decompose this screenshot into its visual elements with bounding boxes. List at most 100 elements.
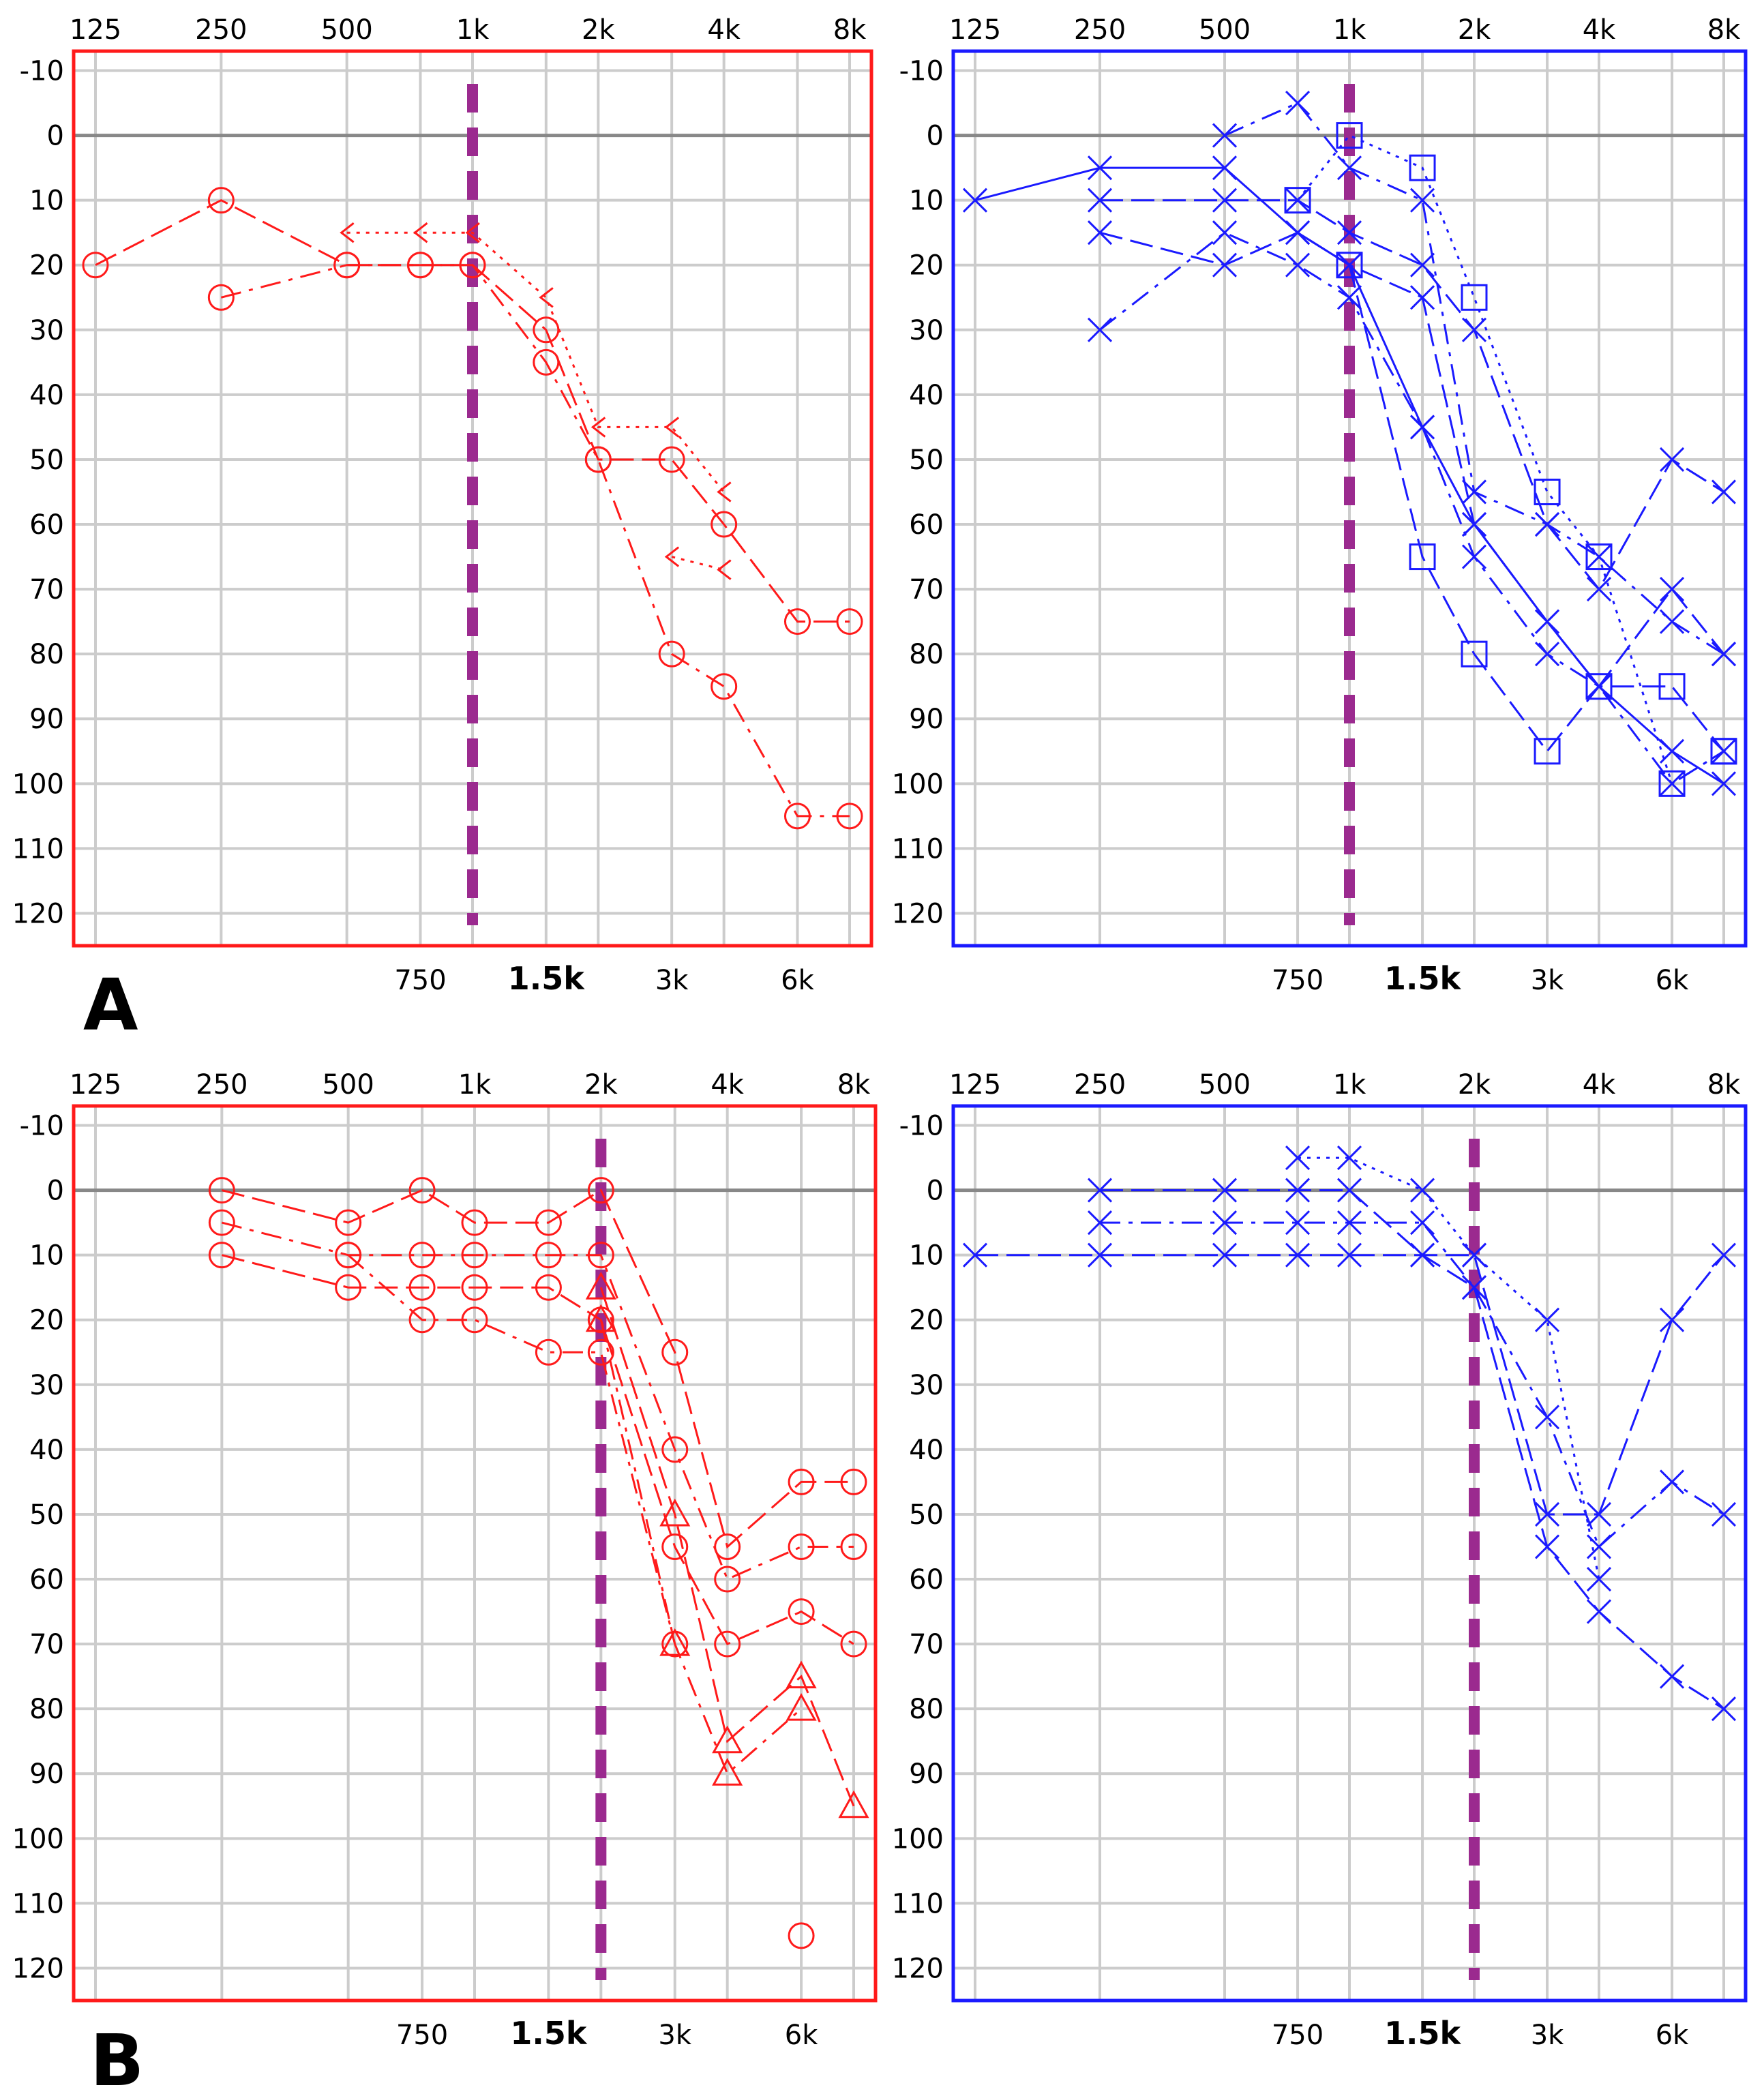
data-point-cross: [962, 188, 988, 213]
data-point-circle: [333, 252, 361, 279]
x-tick-label-top: 500: [322, 1069, 374, 1101]
y-tick-label: 120: [12, 898, 64, 929]
y-tick-label: 50: [909, 1499, 944, 1531]
data-point-circle: [461, 1242, 488, 1269]
data-point-cross: [1336, 155, 1362, 181]
data-point-cross: [1087, 1242, 1113, 1268]
data-point-cross: [1659, 447, 1685, 473]
y-tick-label: 120: [12, 1953, 64, 1984]
data-point-square: [1585, 543, 1613, 571]
data-point-cross: [1212, 188, 1238, 213]
data-point-bracket: [664, 546, 680, 567]
series-line: [1099, 231, 1724, 785]
y-tick-label: 70: [909, 1629, 944, 1660]
data-point-cross: [1711, 479, 1737, 505]
data-point-circle: [535, 1338, 562, 1366]
x-tick-label-bottom: 750: [396, 2020, 448, 2051]
data-point-circle: [535, 1242, 562, 1269]
y-tick-label: -10: [899, 56, 944, 87]
series-line: [599, 1287, 855, 1807]
data-point-circle: [714, 1566, 741, 1593]
data-point-cross: [1285, 1242, 1311, 1268]
data-point-circle: [840, 1468, 867, 1495]
x-tick-label-bottom: 6k: [781, 965, 814, 996]
y-tick-label: -10: [20, 1111, 64, 1142]
data-point-bracket: [539, 287, 554, 308]
data-point-circle: [587, 1242, 614, 1269]
data-point-cross: [1409, 1210, 1435, 1236]
series-line: [671, 556, 725, 571]
data-point-circle: [335, 1242, 362, 1269]
data-point-circle: [783, 608, 811, 635]
series-line: [1100, 1189, 1724, 1710]
data-point-circle: [836, 608, 863, 635]
data-point-cross: [1285, 1178, 1311, 1203]
y-tick-label: -10: [20, 56, 64, 87]
data-point-cross: [1461, 511, 1487, 537]
data-point-bracket: [664, 417, 680, 438]
y-tick-label: 0: [927, 1176, 944, 1207]
data-point-circle: [535, 1209, 562, 1236]
x-tick-label-top: 8k: [833, 14, 867, 46]
y-tick-label: 20: [29, 250, 64, 282]
data-point-circle: [207, 187, 235, 214]
data-point-circle: [82, 252, 109, 279]
y-tick-label: 70: [29, 1629, 64, 1660]
data-point-cross: [1409, 415, 1435, 440]
y-tick-label: 30: [909, 315, 944, 346]
x-tick-label-bottom: 750: [1272, 2020, 1324, 2051]
data-point-triangle: [659, 1628, 691, 1656]
x-tick-label-bottom: 6k: [1656, 965, 1689, 996]
y-tick-label: 60: [29, 1564, 64, 1596]
x-tick-label-bottom: 1.5k: [1384, 2015, 1461, 2052]
plot-frame: [951, 49, 1748, 948]
x-tick-label-bottom: 750: [394, 965, 446, 996]
data-point-cross: [1659, 738, 1685, 764]
data-point-bracket: [591, 417, 606, 438]
x-tick-label-top: 8k: [1707, 1069, 1741, 1101]
series-7: [1284, 122, 1737, 797]
data-point-circle: [335, 1274, 362, 1301]
data-point-square: [1284, 187, 1311, 214]
y-tick-label: 120: [892, 898, 944, 929]
series-7: [788, 1922, 815, 1949]
series-line: [221, 1188, 854, 1549]
x-tick-label-top: 4k: [711, 1069, 744, 1101]
data-point-cross: [1659, 1664, 1685, 1689]
data-point-circle: [658, 640, 685, 668]
data-point-triangle: [712, 1758, 743, 1786]
data-point-cross: [1285, 1145, 1311, 1171]
y-tick-label: 100: [12, 768, 64, 800]
y-tick-label: 40: [909, 380, 944, 411]
data-point-circle: [408, 1177, 436, 1204]
y-tick-label: 110: [892, 833, 944, 865]
y-tick-label: 10: [29, 1240, 64, 1272]
y-tick-label: 110: [12, 833, 64, 865]
y-tick-label: 60: [909, 1564, 944, 1596]
data-point-cross: [1659, 609, 1685, 634]
data-point-triangle: [659, 1498, 691, 1527]
data-point-cross: [1586, 1599, 1612, 1624]
series-5: [585, 1272, 869, 1818]
data-point-cross: [1285, 90, 1311, 116]
y-tick-label: 40: [29, 1435, 64, 1466]
data-point-cross: [1659, 1307, 1685, 1332]
data-point-square: [1461, 284, 1488, 311]
data-point-circle: [335, 1209, 362, 1236]
data-point-cross: [1336, 1242, 1362, 1268]
series-4: [664, 546, 732, 580]
data-point-cross: [1461, 1242, 1487, 1268]
data-point-bracket: [465, 222, 480, 243]
data-point-circle: [788, 1468, 815, 1495]
y-tick-label: 90: [29, 1758, 64, 1790]
data-point-cross: [1534, 511, 1560, 537]
y-tick-label: 40: [29, 380, 64, 411]
data-point-cross: [1087, 1178, 1113, 1203]
data-point-square: [1461, 640, 1488, 668]
data-point-circle: [459, 252, 486, 279]
data-point-cross: [1409, 252, 1435, 278]
data-point-cross: [1087, 317, 1113, 342]
data-point-cross: [1409, 188, 1435, 213]
data-point-cross: [1461, 1275, 1487, 1300]
series-5: [1212, 90, 1737, 667]
